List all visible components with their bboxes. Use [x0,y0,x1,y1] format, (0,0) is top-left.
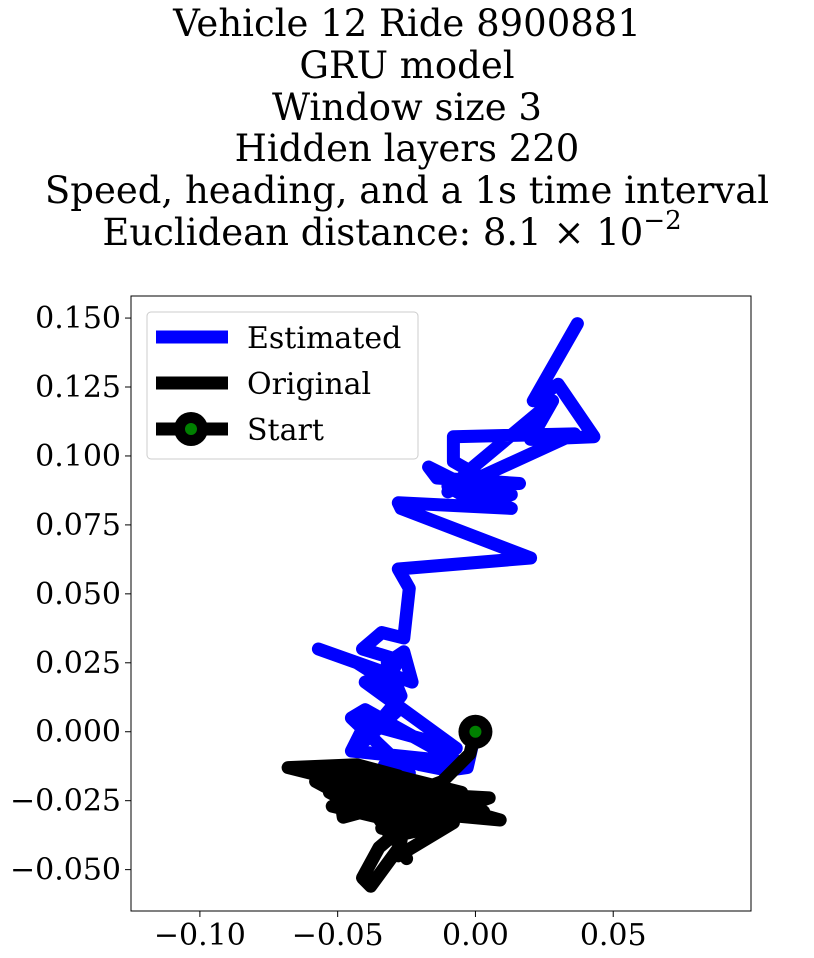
y-tick-label: 0.125 [35,370,121,405]
y-tick-label: 0.000 [35,715,121,750]
title-line-6: Euclidean distance: 8.1 × 10−2 [102,206,681,254]
legend-label: Estimated [247,321,401,356]
y-tick-label: −0.050 [10,853,121,888]
title-line-2: GRU model [299,44,514,87]
title-line-1: Vehicle 12 Ride 8900881 [172,2,641,45]
axis-ticks: −0.10 −0.05 0.00 0.05 0.150 0.125 0.100 0.075 0.… [10,301,647,953]
legend-box [146,311,419,460]
legend: Estimated Original Start [146,311,419,460]
axes-frame [130,295,752,912]
title-line-3: Window size 3 [272,86,542,129]
y-tick-label: 0.075 [35,508,121,543]
legend-label: Start [247,413,324,448]
title-exponent: −2 [643,206,681,236]
legend-item-original: Original [156,367,371,402]
legend-item-estimated: Estimated [156,321,401,356]
legend-start-marker-center [185,423,197,435]
x-tick-label: 0.05 [580,918,647,953]
legend-label: Original [247,367,371,402]
series-original-line [281,725,507,893]
x-tick-label: −0.05 [292,918,384,953]
y-tick-label: −0.025 [10,784,121,819]
y-tick-label: 0.100 [35,439,121,474]
x-tick-label: −0.10 [154,918,246,953]
title-line-4: Hidden layers 220 [235,127,580,170]
legend-item-start: Start [156,412,324,448]
start-marker-center [469,725,482,738]
y-tick-label: 0.150 [35,301,121,336]
series-estimated-line [311,317,601,780]
x-tick-label: 0.00 [442,918,509,953]
y-tick-label: 0.025 [35,646,121,681]
y-tick-label: 0.050 [35,577,121,612]
title-line-5: Speed, heading, and a 1s time interval [45,169,769,212]
plot-series [281,317,601,893]
